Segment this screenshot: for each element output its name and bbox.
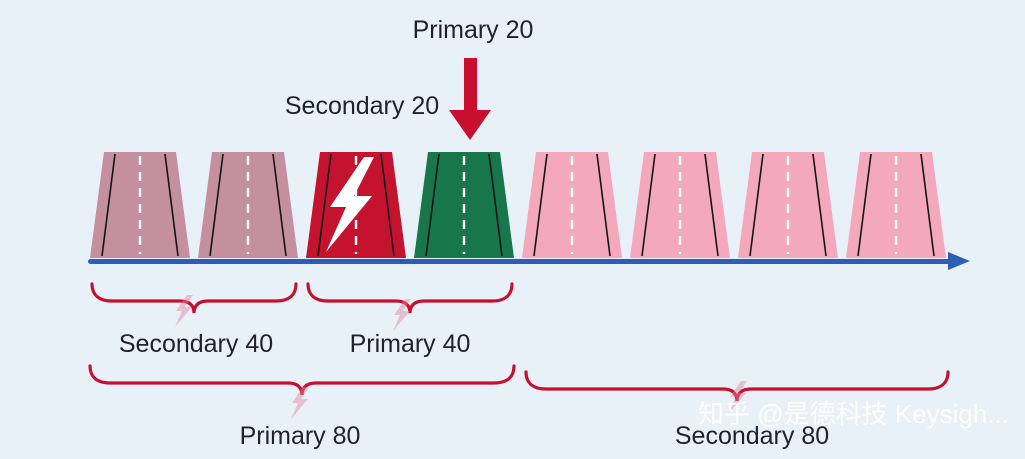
watermark-lightning-icon bbox=[175, 295, 193, 327]
secondary-40-channel-1 bbox=[90, 152, 190, 258]
primary-40-label: Primary 40 bbox=[349, 330, 471, 358]
channel-row bbox=[90, 152, 946, 258]
primary-80-brace bbox=[88, 364, 516, 396]
secondary-20-channel bbox=[306, 152, 406, 258]
secondary-80-channel-1 bbox=[522, 152, 622, 258]
secondary-80-brace bbox=[524, 370, 950, 402]
frequency-axis-line bbox=[88, 259, 952, 264]
secondary-80-channel-3 bbox=[738, 152, 838, 258]
secondary-40-label: Secondary 40 bbox=[118, 330, 274, 358]
secondary-40-channel-2 bbox=[198, 152, 298, 258]
watermark-lightning-icon bbox=[729, 381, 747, 413]
arrow-shaft bbox=[463, 58, 477, 112]
watermark-lightning-icon bbox=[393, 299, 411, 331]
primary-80-label: Primary 80 bbox=[239, 422, 361, 450]
arrow-head bbox=[449, 110, 491, 140]
secondary-80-label: Secondary 80 bbox=[674, 422, 830, 450]
watermark-lightning-icon bbox=[291, 387, 309, 419]
frequency-axis-arrowhead-icon bbox=[948, 252, 970, 270]
primary-20-label: Primary 20 bbox=[412, 16, 534, 44]
secondary-20-label: Secondary 20 bbox=[284, 92, 440, 120]
zhihu-watermark-text: 知乎 @是德科技 Keysigh... bbox=[697, 399, 1009, 429]
primary-20-pointer-arrow-icon bbox=[449, 58, 491, 142]
primary-40-brace bbox=[306, 282, 514, 314]
secondary-40-brace bbox=[90, 282, 298, 314]
primary-20-channel bbox=[414, 152, 514, 258]
secondary-80-channel-4 bbox=[846, 152, 946, 258]
secondary-80-channel-2 bbox=[630, 152, 730, 258]
